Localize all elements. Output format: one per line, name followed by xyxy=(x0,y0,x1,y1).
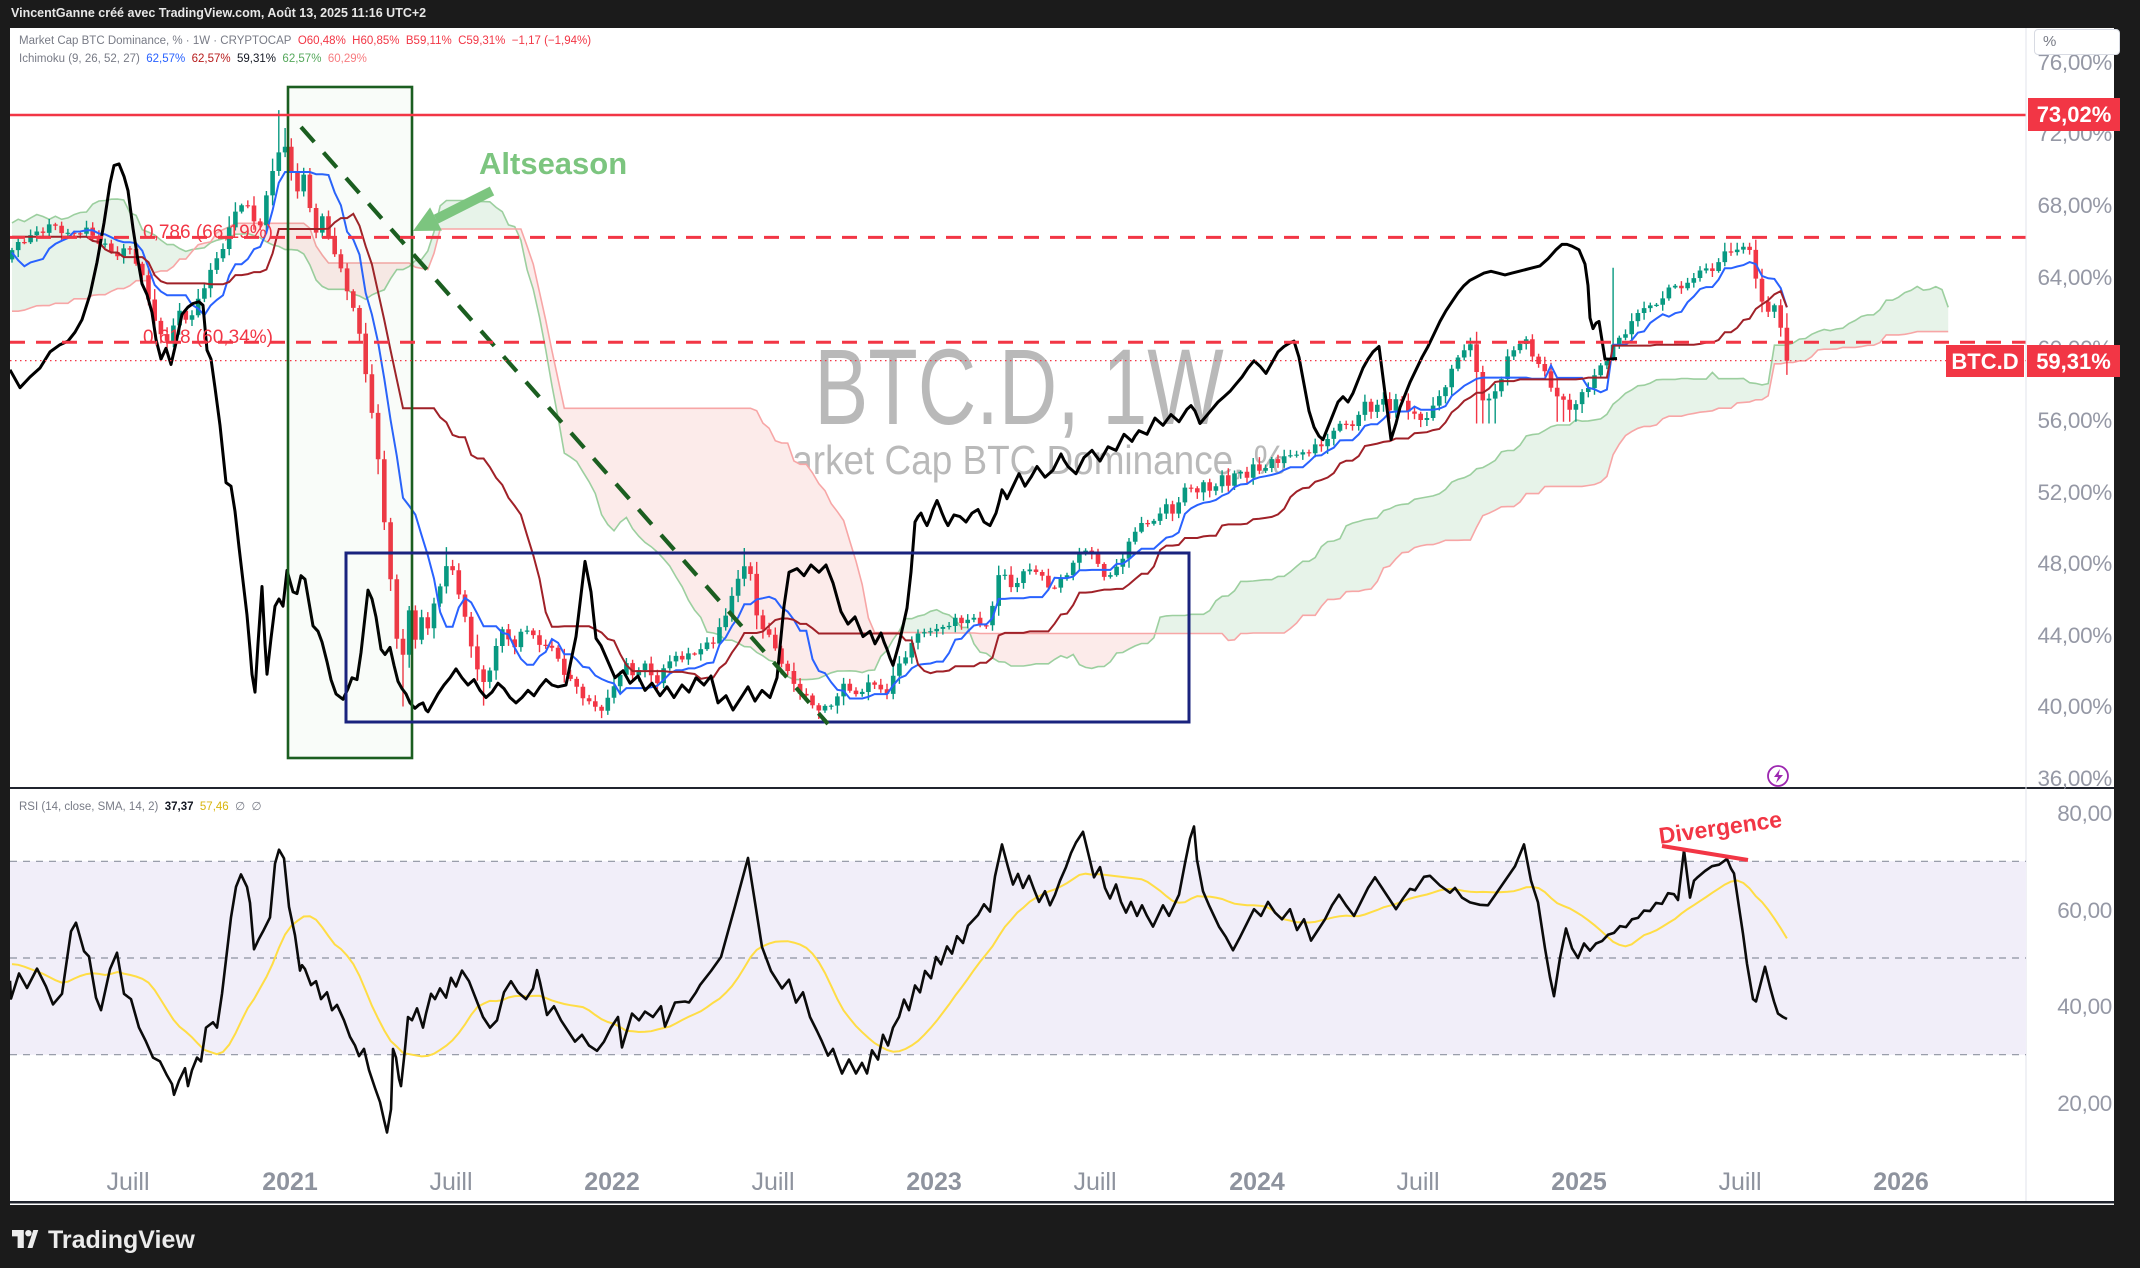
svg-text:BTC.D, 1W: BTC.D, 1W xyxy=(814,328,1223,448)
svg-text:Market Cap BTC Dominance, %: Market Cap BTC Dominance, % xyxy=(762,438,1287,483)
